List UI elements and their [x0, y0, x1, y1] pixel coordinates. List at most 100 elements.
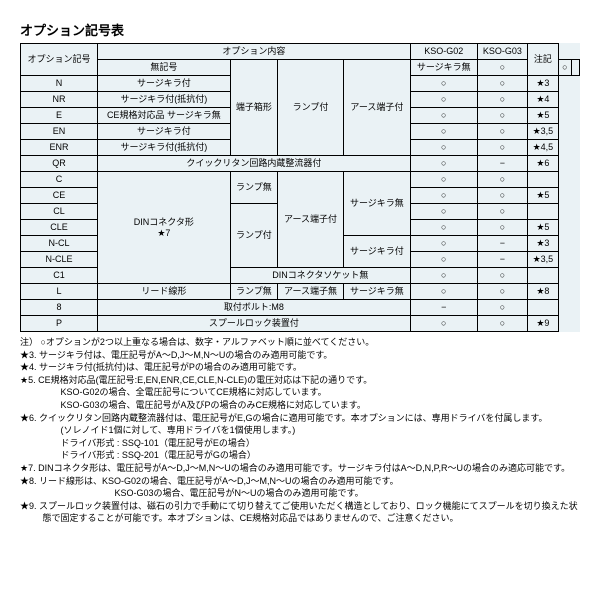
code: N-CL: [21, 236, 98, 252]
cell: ○: [477, 316, 528, 332]
cell: ★8: [528, 284, 558, 300]
code: 無記号: [97, 60, 230, 76]
cell: ○: [410, 204, 477, 220]
code: CE: [21, 188, 98, 204]
cell: ○: [410, 76, 477, 92]
th-content: オプション内容: [97, 44, 410, 60]
cell: ○: [410, 156, 477, 172]
cell: [528, 172, 558, 188]
cell: ○: [410, 108, 477, 124]
cell: ★5: [528, 188, 558, 204]
cell: クイックリタン回路内蔵整流器付: [97, 156, 410, 172]
cell: ○: [410, 140, 477, 156]
cell: [528, 204, 558, 220]
note-line: ★6. クイックリタン回路内蔵整流器付は、電圧記号がE,Gの場合に適用可能です。…: [20, 412, 580, 462]
th-note: 注記: [528, 44, 558, 76]
code: N-CLE: [21, 252, 98, 268]
cell: −: [410, 300, 477, 316]
option-table: オプション記号 オプション内容 KSO-G02 KSO-G03 注記 無記号 端…: [20, 43, 580, 332]
code: QR: [21, 156, 98, 172]
note-line: ★7. DINコネクタ形は、電圧記号がA～D,J～M,N～Uの場合のみ適用可能で…: [20, 462, 580, 475]
cell: ○: [410, 124, 477, 140]
cell: アース端子付: [343, 60, 410, 156]
cell: ○: [410, 316, 477, 332]
code: CL: [21, 204, 98, 220]
cell: ○: [477, 60, 528, 76]
note-line: ★8. リード線形は、KSO-G02の場合、電圧記号がA～D,J～M,N～Uの場…: [20, 475, 580, 500]
cell: ○: [477, 204, 528, 220]
note-line: ★9. スプールロック装置付は、磁石の引力で手動にて切り替えてご使用いただく構造…: [20, 500, 580, 525]
cell: DINコネクタソケット無: [230, 268, 410, 284]
cell: ○: [477, 284, 528, 300]
cell: ○: [558, 60, 572, 76]
footnotes: 注） ○オプションが2つ以上重なる場合は、数字・アルファベット順に並べてください…: [20, 336, 580, 525]
cell: ★6: [528, 156, 558, 172]
cell: スプールロック装置付: [97, 316, 410, 332]
cell: ○: [410, 268, 477, 284]
note-line: ★4. サージキラ付(抵抗付)は、電圧記号がPの場合のみ適用可能です。: [20, 361, 580, 374]
cell: ○: [477, 188, 528, 204]
note-line: ★5. CE規格対応品(電圧記号:E,EN,ENR,CE,CLE,N-CLE)の…: [20, 374, 580, 412]
cell: ○: [477, 172, 528, 188]
cell: ○: [477, 300, 528, 316]
cell: ★3,5: [528, 124, 558, 140]
cell: ○: [410, 236, 477, 252]
cell: [572, 60, 580, 76]
th-g03: KSO-G03: [477, 44, 528, 60]
cell: ○: [477, 92, 528, 108]
cell: [528, 268, 558, 284]
cell: ★5: [528, 220, 558, 236]
code: C1: [21, 268, 98, 284]
cell: サージキラ無: [343, 284, 410, 300]
cell: −: [477, 156, 528, 172]
cell: CE規格対応品 サージキラ無: [97, 108, 230, 124]
code: P: [21, 316, 98, 332]
cell: サージキラ無: [410, 60, 477, 76]
cell: ★3: [528, 236, 558, 252]
code: EN: [21, 124, 98, 140]
cell: ランプ無: [230, 172, 277, 204]
cell: ○: [410, 172, 477, 188]
cell: ○: [410, 92, 477, 108]
code: NR: [21, 92, 98, 108]
th-g02: KSO-G02: [410, 44, 477, 60]
note-line: ★3. サージキラ付は、電圧記号がA～D,J～M,N～Uの場合のみ適用可能です。: [20, 349, 580, 362]
cell: ○: [477, 108, 528, 124]
cell: ★3: [528, 76, 558, 92]
cell: サージキラ付: [97, 76, 230, 92]
cell: ★9: [528, 316, 558, 332]
code: L: [21, 284, 98, 300]
code: ENR: [21, 140, 98, 156]
cell: アース端子付: [278, 172, 344, 268]
cell: −: [477, 252, 528, 268]
title: オプション記号表: [20, 20, 580, 39]
cell: ○: [477, 220, 528, 236]
code: N: [21, 76, 98, 92]
cell: DINコネクタ形 ★7: [97, 172, 230, 284]
cell: リード線形: [97, 284, 230, 300]
cell: ○: [410, 188, 477, 204]
cell: ランプ付: [278, 60, 344, 156]
cell: ○: [410, 284, 477, 300]
cell: ランプ無: [230, 284, 277, 300]
cell: サージキラ付: [97, 124, 230, 140]
cell: アース端子無: [278, 284, 344, 300]
cell: ○: [410, 252, 477, 268]
code: 8: [21, 300, 98, 316]
cell: サージキラ付: [343, 236, 410, 268]
cell: ★5: [528, 108, 558, 124]
cell: サージキラ付(抵抗付): [97, 140, 230, 156]
cell: サージキラ無: [343, 172, 410, 236]
cell: サージキラ付(抵抗付): [97, 92, 230, 108]
cell: ○: [410, 220, 477, 236]
cell: ○: [477, 76, 528, 92]
code: E: [21, 108, 98, 124]
note-line: 注） ○オプションが2つ以上重なる場合は、数字・アルファベット順に並べてください…: [20, 336, 580, 349]
cell: ★4,5: [528, 140, 558, 156]
cell: ★4: [528, 92, 558, 108]
cell: [528, 300, 558, 316]
cell: 取付ボルト:M8: [97, 300, 410, 316]
code: C: [21, 172, 98, 188]
cell: ★3,5: [528, 252, 558, 268]
cell: ○: [477, 268, 528, 284]
